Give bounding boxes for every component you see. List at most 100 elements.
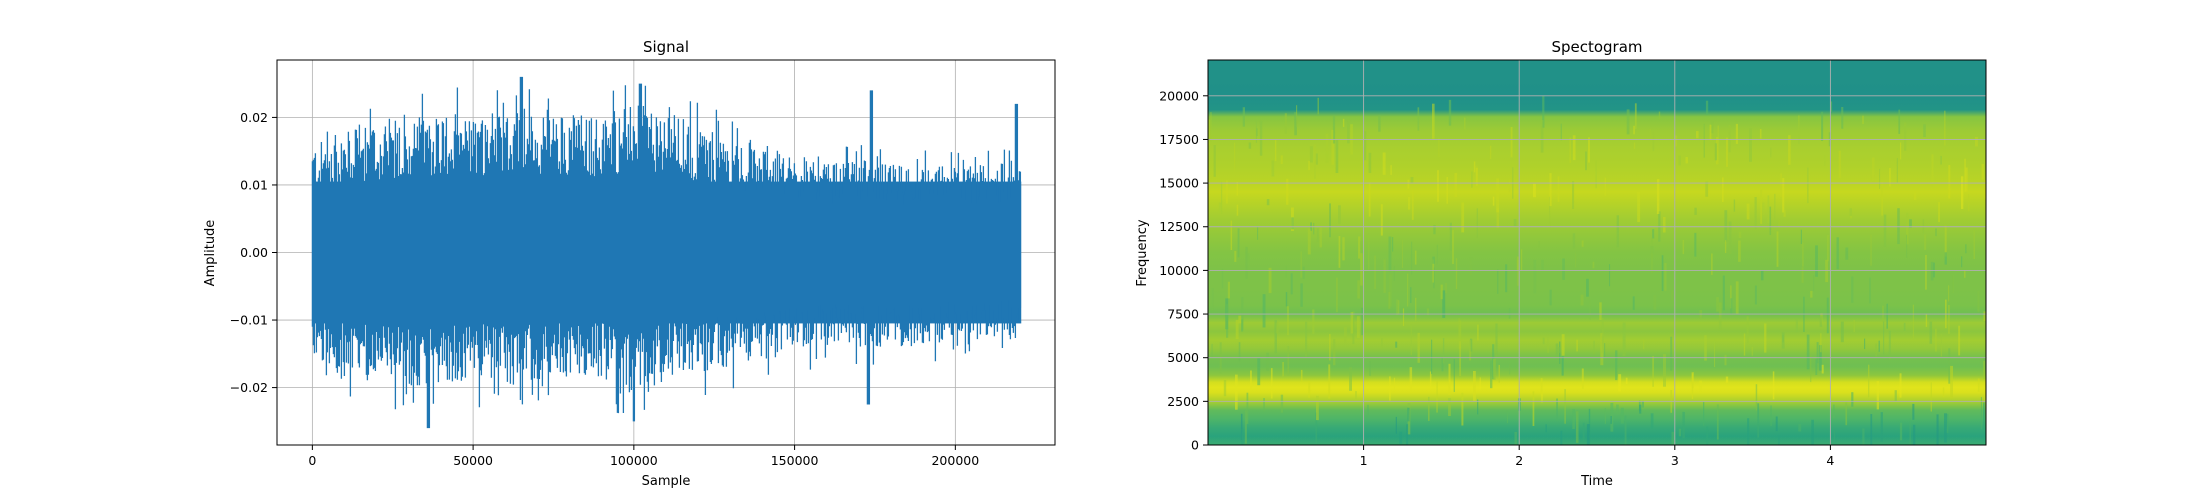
spectrogram-y-ticks: 0 2500 5000 7500 10000 12500 15000 17500 20000 <box>1159 88 1208 453</box>
spectrogram-axes-frame <box>1207 59 1987 446</box>
spectrogram-texture-cell <box>1509 364 1511 375</box>
spectrogram-texture-cell <box>1223 380 1227 397</box>
spectrogram-texture-cell <box>1886 303 1888 329</box>
spectrogram-texture <box>1208 95 1986 445</box>
signal-y-tick-label: 0.00 <box>240 245 268 260</box>
spectrogram-texture-cell <box>1477 399 1479 415</box>
spectrogram-texture-cell <box>1733 199 1736 212</box>
spectrogram-texture-cell <box>1585 151 1587 171</box>
spectrogram-texture-cell <box>1442 338 1445 364</box>
spectrogram-texture-cell <box>1883 214 1887 247</box>
spectrogram-texture-cell <box>1540 378 1543 395</box>
spectrogram-texture-cell <box>1521 249 1523 271</box>
spectrogram-texture-cell <box>1738 231 1742 238</box>
spectrogram-texture-cell <box>1556 398 1558 421</box>
spectrogram-texture-cell <box>1235 374 1238 410</box>
spectrogram-texture-cell <box>1415 297 1417 321</box>
spectrogram-texture-cell <box>1782 334 1784 343</box>
spectrogram-texture-cell <box>1296 105 1298 128</box>
spectrogram-texture-cell <box>1280 155 1283 164</box>
spectrogram-texture-cell <box>1270 368 1273 399</box>
spectrogram-texture-cell <box>1360 241 1362 263</box>
spectrogram-texture-cell <box>1716 137 1719 165</box>
spectrogram-texture-cell <box>1691 373 1694 399</box>
spectrogram-texture-cell <box>1549 196 1551 228</box>
spectrogram-texture-cell <box>1572 135 1576 161</box>
spectrogram-texture-cell <box>1878 340 1880 352</box>
spectrogram-texture-cell <box>1944 413 1947 443</box>
spectrogram-texture-cell <box>1489 145 1492 159</box>
spectrogram-texture-cell <box>1461 202 1465 233</box>
spectrogram-texture-cell <box>1358 236 1361 259</box>
spectrogram-texture-cell <box>1670 336 1673 371</box>
spectrogram-texture-cell <box>1845 247 1849 260</box>
spectrogram-texture-cell <box>1973 230 1975 259</box>
spectrogram-texture-cell <box>1410 287 1412 303</box>
spectrogram-texture-cell <box>1950 365 1953 399</box>
spectrogram-texture-cell <box>1213 145 1216 177</box>
spectrogram-texture-cell <box>1601 317 1604 353</box>
spectrogram-texture-cell <box>1333 339 1336 366</box>
spectrogram-texture-cell <box>1445 283 1448 294</box>
spectrogram-texture-cell <box>1618 374 1622 392</box>
spectrogram-texture-cell <box>1806 334 1810 370</box>
spectrogram-texture-cell <box>1497 269 1499 294</box>
spectrogram-texture-cell <box>1432 256 1435 264</box>
spectrogram-y-tick-label: 15000 <box>1159 176 1199 191</box>
spectrogram-texture-cell <box>1942 387 1945 398</box>
spectrogram-texture-cell <box>1221 268 1224 289</box>
spectrogram-texture-cell <box>1678 155 1681 166</box>
spectrogram-texture-cell <box>1302 266 1305 279</box>
spectrogram-texture-cell <box>1944 225 1947 257</box>
spectrogram-texture-cell <box>1275 322 1279 334</box>
spectrogram-texture-cell <box>1380 204 1383 236</box>
spectrogram-texture-cell <box>1532 391 1535 426</box>
signal-x-tick-label: 0 <box>308 453 316 468</box>
spectrogram-texture-cell <box>1395 341 1398 348</box>
spectrogram-texture-cell <box>1717 125 1719 148</box>
spectrogram-texture-cell <box>1652 229 1655 239</box>
spectrogram-texture-cell <box>1830 101 1833 112</box>
spectrogram-texture-cell <box>1728 221 1732 254</box>
spectrogram-texture-cell <box>1410 324 1412 356</box>
spectrogram-texture-cell <box>1244 410 1247 444</box>
spectrogram-texture-cell <box>1409 367 1413 391</box>
spectrogram-texture-cell <box>1898 109 1901 134</box>
spectrogram-texture-cell <box>1469 338 1473 352</box>
spectrogram-texture-cell <box>1819 315 1823 327</box>
spectrogram-texture-cell <box>1816 342 1819 364</box>
spectrogram-texture-cell <box>1492 196 1495 206</box>
spectrogram-texture-cell <box>1309 146 1313 163</box>
spectrogram-texture-cell <box>1342 237 1345 261</box>
spectrogram-texture-cell <box>1711 253 1713 275</box>
spectrogram-texture-cell <box>1897 208 1900 245</box>
spectrogram-texture-cell <box>1516 260 1520 286</box>
spectrogram-texture-cell <box>1599 302 1602 320</box>
spectrogram-texture-cell <box>1479 377 1481 390</box>
spectrogram-texture-cell <box>1836 237 1839 270</box>
spectrogram-texture-cell <box>1728 125 1731 153</box>
spectrogram-texture-cell <box>1946 413 1949 433</box>
spectrogram-texture-cell <box>1925 254 1927 290</box>
spectrogram-texture-cell <box>1308 160 1310 171</box>
spectrogram-y-tick-label: 12500 <box>1159 219 1199 234</box>
spectrogram-texture-cell <box>1294 112 1297 136</box>
spectrogram-texture-cell <box>1767 195 1770 224</box>
spectrogram-texture-cell <box>1411 190 1414 220</box>
spectrogram-texture-cell <box>1572 409 1575 429</box>
spectrogram-texture-cell <box>1549 173 1552 207</box>
spectrogram-texture-cell <box>1909 418 1911 445</box>
spectrogram-texture-cell <box>1977 290 1980 312</box>
spectrogram-x-tick-label: 4 <box>1826 453 1834 468</box>
spectrogram-texture-cell <box>1547 337 1549 353</box>
spectrogram-texture-cell <box>1738 240 1741 262</box>
spectrogram-texture-cell <box>1780 173 1782 198</box>
spectrogram-texture-cell <box>1925 314 1928 327</box>
spectrogram-texture-cell <box>1383 259 1386 293</box>
spectrogram-texture-cell <box>1263 398 1265 412</box>
spectrogram-texture-cell <box>1312 309 1315 334</box>
spectrogram-texture-cell <box>1871 157 1875 182</box>
spectrogram-texture-cell <box>1218 202 1222 213</box>
spectrogram-texture-cell <box>1477 324 1479 341</box>
spectrogram-texture-cell <box>1678 428 1682 437</box>
